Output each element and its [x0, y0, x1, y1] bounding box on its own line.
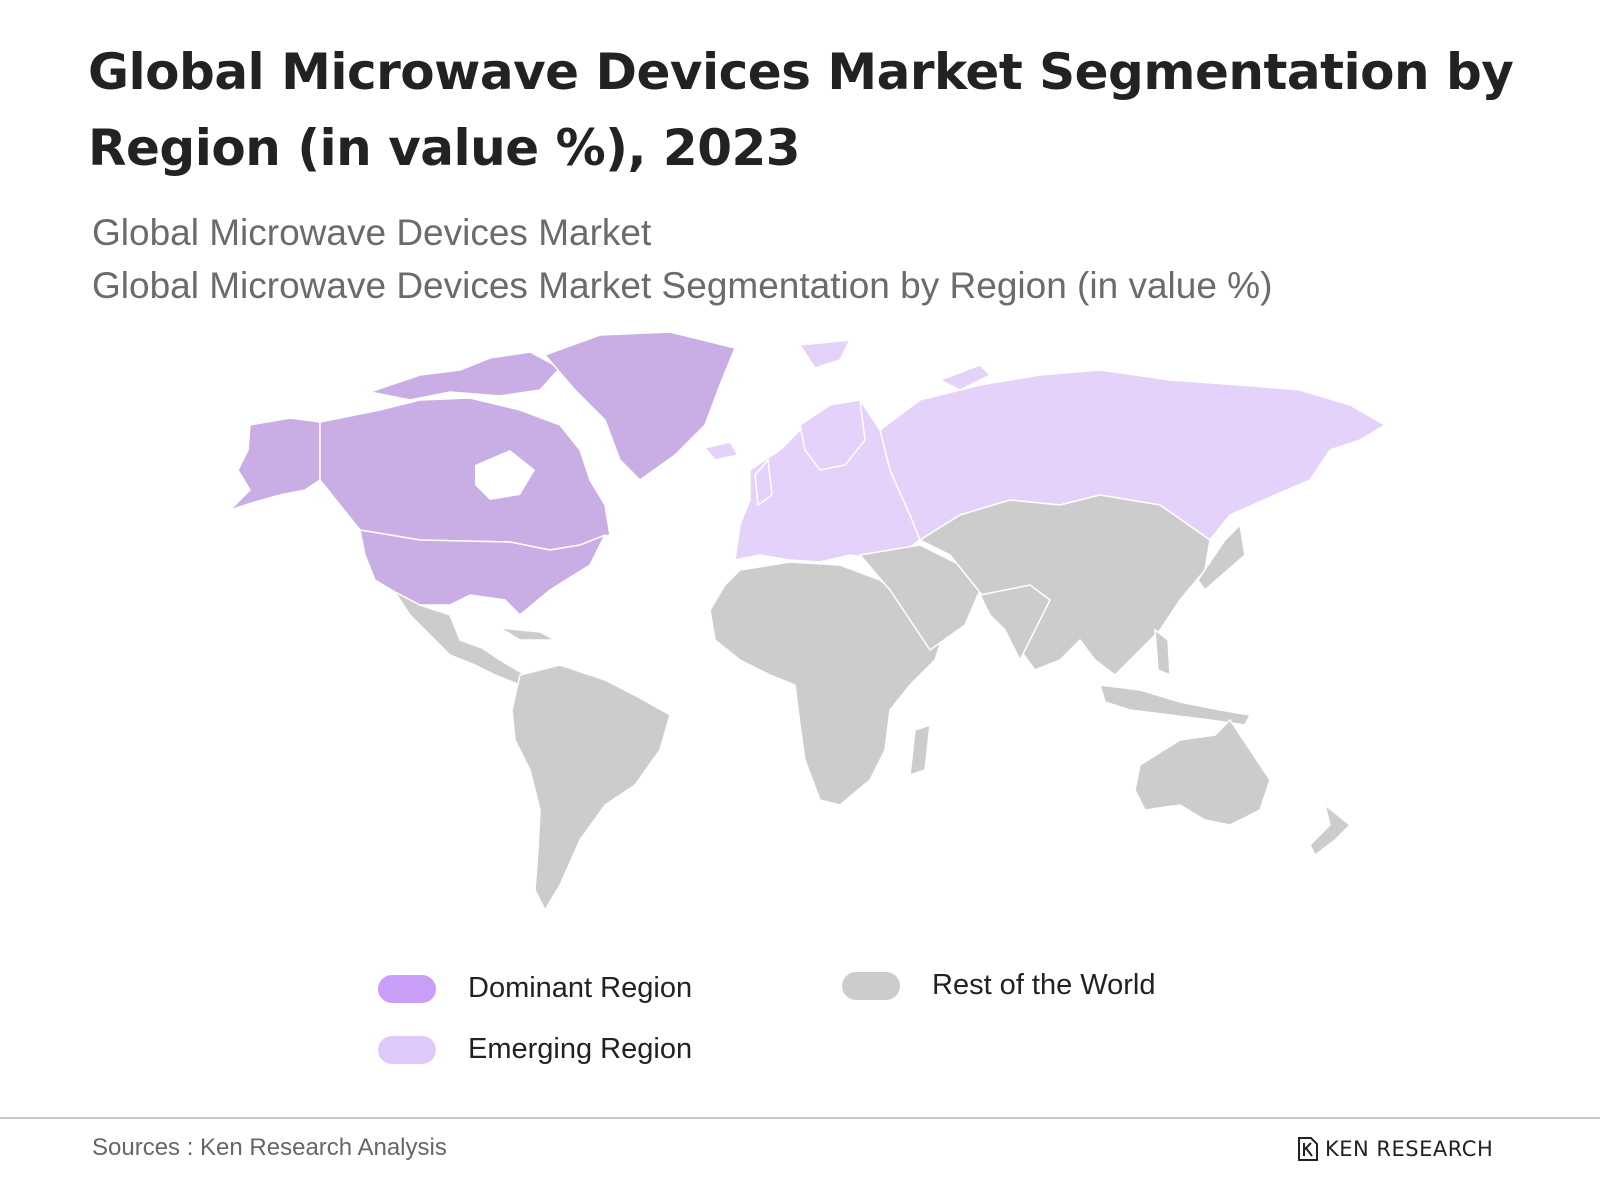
region-madagascar [909, 723, 931, 777]
region-caribbean [499, 627, 556, 641]
legend-dominant-swatch [378, 974, 436, 1003]
map-subtitle-detail: Global Microwave Devices Market Segmenta… [92, 265, 1273, 306]
legend-dominant-label: Dominant Region [468, 972, 693, 1004]
legend-rest-swatch [842, 971, 900, 1000]
region-central-america [392, 590, 526, 686]
region-philippines [1154, 628, 1171, 677]
region-svalbard [798, 339, 852, 369]
region-greenland [543, 331, 737, 481]
region-usa [359, 529, 607, 617]
region-alaska [229, 417, 321, 511]
region-new-zealand [1309, 803, 1352, 857]
legend-emerging-swatch [378, 1035, 436, 1064]
world-map [229, 331, 1387, 912]
region-middle-east [858, 544, 981, 652]
region-australia [1134, 718, 1271, 826]
legend-dominant: Dominant Region [378, 972, 692, 1005]
source-note: Sources : Ken Research Analysis [92, 1134, 447, 1161]
legend-emerging-label: Emerging Region [468, 1033, 693, 1065]
ken-research-logo-icon [1298, 1137, 1318, 1161]
region-uk [754, 458, 773, 507]
region-southeast-asia [1098, 684, 1252, 726]
region-scandinavia [799, 399, 866, 471]
legend-rest-label: Rest of the World [932, 969, 1156, 1001]
region-canada [319, 397, 611, 551]
hudson-bay [475, 450, 535, 500]
region-south-america [511, 664, 671, 912]
region-india [978, 584, 1051, 662]
region-canada-islands [367, 351, 562, 401]
region-arctic-islands [938, 364, 992, 391]
footer-divider [0, 1117, 1600, 1119]
legend-emerging: Emerging Region [378, 1033, 692, 1066]
legend-rest: Rest of the World [842, 969, 1156, 1002]
map-subtitle: Global Microwave Devices Market [92, 212, 652, 253]
region-japan [1197, 523, 1246, 592]
logo-text: KEN RESEARCH [1325, 1137, 1494, 1161]
ken-research-logo: KEN RESEARCH [1297, 1136, 1493, 1162]
region-iceland [703, 441, 740, 461]
page-title: Global Microwave Devices Market Segmenta… [88, 43, 1514, 177]
